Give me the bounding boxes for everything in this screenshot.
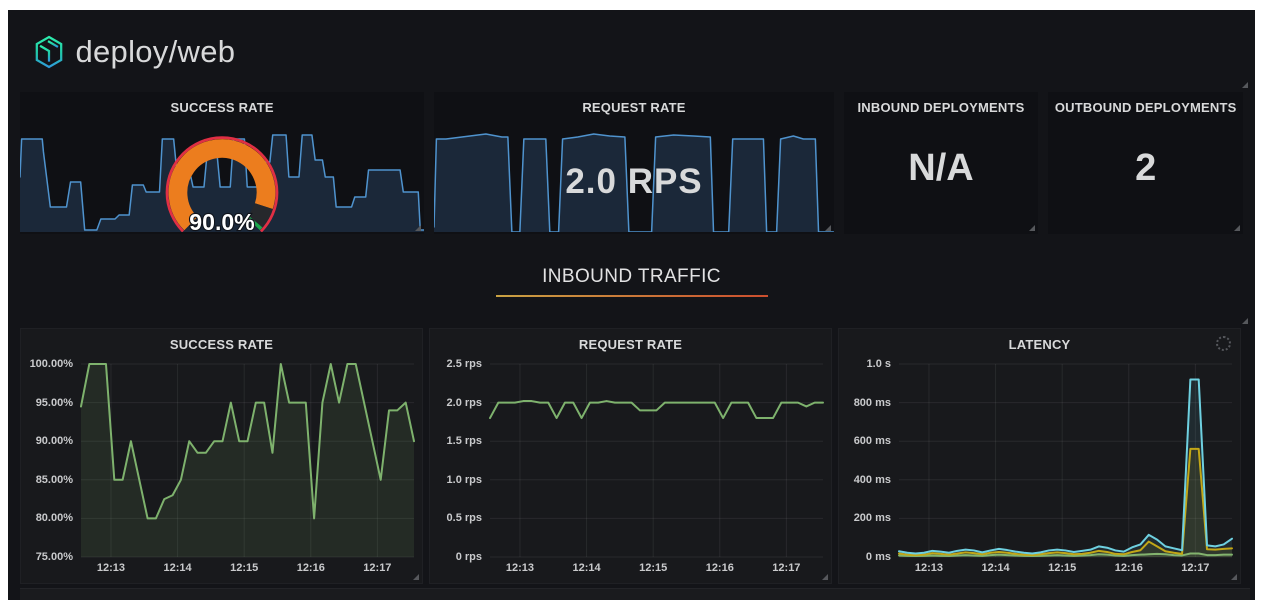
panel-request-rate-stat: REQUEST RATE 2.0 RPS: [434, 92, 834, 234]
panel-title-success-rate-chart[interactable]: SUCCESS RATE: [169, 337, 274, 352]
inbound-traffic-charts-row: SUCCESS RATE 100.00% 95.00% 90.00% 85.00% 80…: [8, 328, 1255, 584]
request-rate-y-axis: 2.5 rps 2.0 rps 1.5 rps 1.0 rps 0.5 rps 0 rps: [446, 358, 482, 563]
success-rate-y-axis: 100.00% 95.00% 90.00% 85.00% 80.00% 75.00%: [29, 358, 73, 563]
latency-x-axis: 12:13 12:14 12:15 12:16 12:17: [914, 562, 1210, 574]
header-row-resize-grip[interactable]: [1242, 82, 1248, 88]
panel-title-request-rate-chart[interactable]: REQUEST RATE: [578, 337, 683, 352]
panel-request-rate-chart: REQUEST RATE 2.5 rps 2.0 rps 1.5 rps 1.0 rp…: [429, 328, 832, 584]
panel-latency-chart: LATENCY 1.0 s 800 ms 600 ms 400 ms 200 ms 0 m…: [838, 328, 1241, 584]
outbound-deployments-value: 2: [1135, 147, 1157, 189]
latency-chart-body: 1.0 s 800 ms 600 ms 400 ms 200 ms 0 ms 12:13 1…: [843, 358, 1232, 579]
success-rate-gauge: 90.0%: [156, 132, 288, 232]
dashboard-header-row: deploy/web: [8, 10, 1255, 92]
request-rate-sparkline: [434, 132, 834, 232]
panel-resize-grip[interactable]: [1231, 574, 1237, 580]
top-stats-row: SUCCESS RATE 90.0% REQUEST RATE: [8, 92, 1255, 234]
latency-plot-wrap: 12:13 12:14 12:15 12:16 12:17: [899, 359, 1232, 579]
loading-spinner-icon: [1216, 336, 1231, 351]
success-rate-plot-wrap: 12:13 12:14 12:15 12:16 12:17: [81, 359, 414, 579]
request-rate-chart-body: 2.5 rps 2.0 rps 1.5 rps 1.0 rps 0.5 rps 0 rps…: [434, 358, 823, 579]
next-row-cutoff: [20, 588, 1250, 600]
panel-inbound-deployments: INBOUND DEPLOYMENTS N/A: [843, 92, 1039, 234]
section-row-resize-grip[interactable]: [1242, 318, 1248, 324]
inbound-traffic-row-title[interactable]: INBOUND TRAFFIC: [542, 266, 721, 287]
inbound-deployments-value: N/A: [908, 147, 974, 189]
panel-success-rate-chart: SUCCESS RATE 100.00% 95.00% 90.00% 85.00% 80…: [20, 328, 423, 584]
panel-outbound-deployments: OUTBOUND DEPLOYMENTS 2: [1048, 92, 1243, 234]
success-rate-plot[interactable]: [81, 364, 414, 557]
inbound-traffic-row: INBOUND TRAFFIC: [8, 234, 1255, 328]
inbound-traffic-underline: [495, 295, 768, 297]
success-rate-chart-body: 100.00% 95.00% 90.00% 85.00% 80.00% 75.00% 12…: [25, 358, 414, 579]
request-rate-value: 2.0 RPS: [565, 162, 703, 201]
latency-plot[interactable]: [899, 364, 1232, 557]
request-rate-stat-body[interactable]: 2.0 RPS: [434, 132, 834, 232]
panel-resize-grip[interactable]: [1029, 225, 1036, 231]
success-rate-stat-body[interactable]: 90.0%: [20, 132, 425, 232]
panel-success-rate-stat: SUCCESS RATE 90.0%: [20, 92, 425, 234]
success-rate-gauge-value: 90.0%: [189, 209, 254, 232]
panel-title-success-rate[interactable]: SUCCESS RATE: [170, 100, 274, 115]
success-rate-sparkline: [20, 132, 425, 232]
panel-title-request-rate[interactable]: REQUEST RATE: [582, 100, 686, 115]
panel-resize-grip[interactable]: [822, 574, 828, 580]
success-rate-x-axis: 12:13 12:14 12:15 12:16 12:17: [96, 562, 392, 574]
linkerd-logo-icon: [35, 35, 63, 69]
panel-title-inbound-deployments[interactable]: INBOUND DEPLOYMENTS: [857, 100, 1025, 115]
panel-resize-grip[interactable]: [1234, 225, 1240, 231]
request-rate-x-axis: 12:13 12:14 12:15 12:16 12:17: [505, 562, 801, 574]
latency-y-axis: 1.0 s 800 ms 600 ms 400 ms 200 ms 0 ms: [853, 358, 891, 563]
panel-title-latency-chart[interactable]: LATENCY: [1008, 337, 1071, 352]
grafana-dashboard: deploy/web SUCCESS RATE 90.0%: [8, 10, 1255, 600]
panel-resize-grip[interactable]: [413, 574, 419, 580]
panel-resize-grip[interactable]: [824, 225, 831, 231]
panel-title-outbound-deployments[interactable]: OUTBOUND DEPLOYMENTS: [1054, 100, 1237, 115]
request-rate-plot[interactable]: [490, 364, 823, 557]
request-rate-plot-wrap: 12:13 12:14 12:15 12:16 12:17: [490, 359, 823, 579]
panel-resize-grip[interactable]: [415, 225, 422, 231]
dashboard-title: deploy/web: [75, 34, 236, 69]
